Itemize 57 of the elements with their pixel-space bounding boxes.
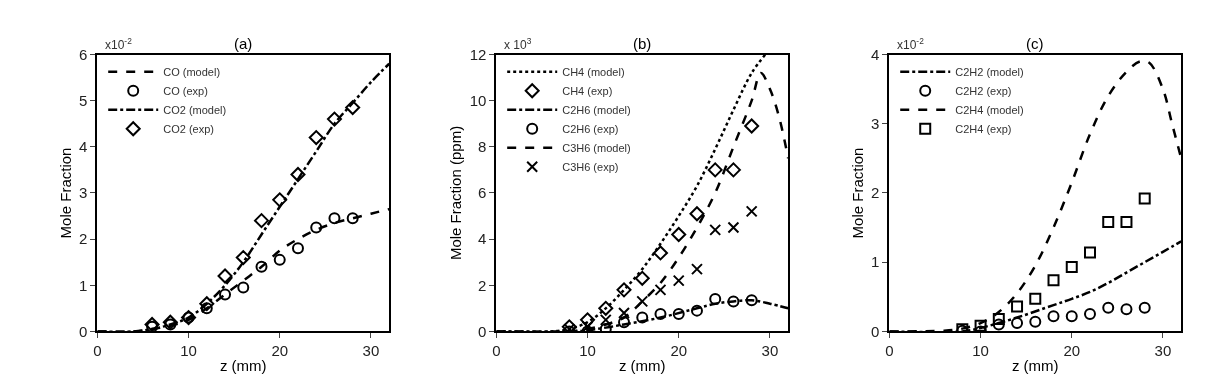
x-tick-label: 20 [1063,342,1081,360]
y-tick-label: 10 [469,91,487,109]
y-tick-label: 3 [79,184,88,202]
legend-label: C2H2 (exp) [955,85,1012,98]
legend-label: C2H6 (exp) [562,123,619,136]
chart-title: (c) [1026,35,1044,52]
x-tick-label: 0 [885,342,894,360]
y-axis-title: Mole Fraction [848,147,866,239]
y-tick-label: 2 [871,184,880,202]
legend-label: C2H4 (exp) [955,123,1012,136]
y-tick-label: 6 [79,45,88,63]
chart-title: (b) [633,35,652,52]
legend-label: CH4 (model) [562,66,625,79]
legend-label: C3H6 (exp) [562,161,619,174]
y-tick-label: 0 [478,322,487,340]
x-tick-label: 0 [93,342,102,360]
y-tick-label: 1 [871,253,880,271]
x-tick-label: 0 [492,342,501,360]
x-axis-title: z (mm) [219,356,267,374]
y-tick-label: 6 [478,184,487,202]
x-axis-title: z (mm) [1011,356,1059,374]
y-tick-label: 5 [79,91,88,109]
x-tick-label: 10 [972,342,989,360]
x-tick-label: 30 [761,342,779,360]
text: x 10$^{3}$ [504,36,532,53]
legend-label: CO (model) [163,66,221,79]
x-tick-label: 30 [1154,342,1172,360]
x-tick-label: 30 [362,342,380,360]
x-tick-label: 20 [271,342,289,360]
y-tick-label: 0 [871,322,880,340]
x-tick-label: 10 [579,342,596,360]
legend-label: C2H2 (model) [955,66,1024,79]
y-axis-title: Mole Fraction (ppm) [447,125,465,261]
y-tick-label: 4 [79,138,88,156]
y-tick-label: 0 [79,322,88,340]
x-tick-label: 10 [180,342,197,360]
legend-label: C2H6 (model) [562,104,631,117]
legend-label: CO2 (model) [163,104,227,117]
chart-title: (a) [234,35,253,52]
x-tick-label: 20 [670,342,688,360]
y-axis-title: Mole Fraction [56,147,74,239]
y-tick-label: 4 [871,45,880,63]
y-tick-label: 4 [478,230,487,248]
y-tick-label: 3 [871,114,880,132]
x-axis-title: z (mm) [618,356,666,374]
text: x10$^{-2}$ [897,36,925,53]
y-tick-label: 8 [478,138,487,156]
legend-label: C3H6 (model) [562,142,631,155]
text: x10$^{-2}$ [105,36,133,53]
legend-label: CO (exp) [163,85,208,98]
y-tick-label: 12 [469,45,487,63]
legend-label: CO2 (exp) [163,123,214,136]
y-tick-label: 1 [79,276,88,294]
y-tick-label: 2 [79,230,88,248]
legend-label: C2H4 (model) [955,104,1024,117]
legend-label: CH4 (exp) [562,85,613,98]
y-tick-label: 2 [478,276,487,294]
